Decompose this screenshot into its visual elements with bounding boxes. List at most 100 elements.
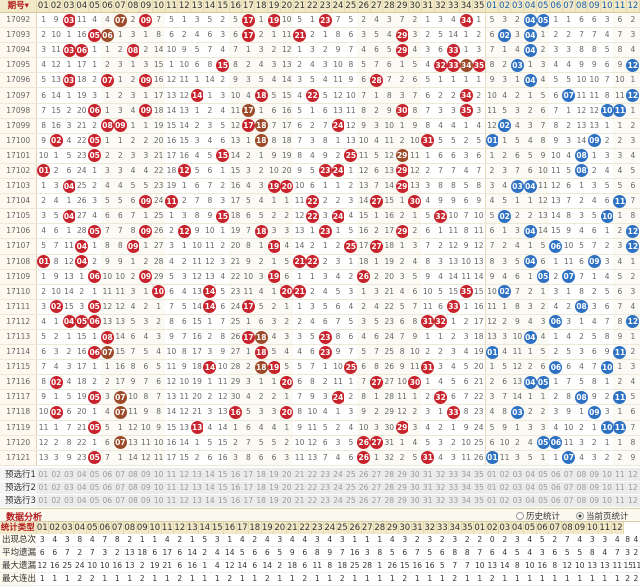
- predict-cell[interactable]: 16: [229, 481, 242, 495]
- predict-row[interactable]: 预选行3 01 02 03 04 05 06 07 08 09 10 11 12 13 14 15 16 17 18…: [0, 494, 640, 508]
- predict-cell[interactable]: 28: [382, 481, 396, 495]
- predict-cell[interactable]: 30: [408, 481, 422, 495]
- predict-cell[interactable]: 30: [408, 468, 422, 482]
- predict-cell[interactable]: 09: [139, 494, 153, 508]
- predict-cell[interactable]: 10: [600, 481, 614, 495]
- predict-cell[interactable]: 08: [126, 481, 140, 495]
- history-stats-option[interactable]: 历史统计: [516, 510, 560, 522]
- predict-cell[interactable]: 04: [523, 494, 537, 508]
- predict-cell[interactable]: 06: [100, 468, 114, 482]
- predict-cell[interactable]: 06: [549, 468, 563, 482]
- predict-cell[interactable]: 12: [626, 494, 640, 508]
- predict-cell[interactable]: 28: [382, 468, 396, 482]
- predict-cell[interactable]: 01: [36, 468, 50, 482]
- predict-cell[interactable]: 07: [113, 468, 127, 482]
- predict-cell[interactable]: 09: [139, 468, 153, 482]
- predict-cell[interactable]: 23: [318, 494, 332, 508]
- predict-cell[interactable]: 31: [421, 468, 435, 482]
- predict-cell[interactable]: 12: [626, 481, 640, 495]
- predict-cell[interactable]: 22: [305, 481, 319, 495]
- predict-cell[interactable]: 35: [472, 468, 486, 482]
- predict-cell[interactable]: 15: [216, 494, 230, 508]
- predict-cell[interactable]: 29: [395, 494, 409, 508]
- predict-cell[interactable]: 03: [62, 494, 76, 508]
- predict-cell[interactable]: 24: [331, 481, 345, 495]
- issue-header[interactable]: 期号▾: [0, 0, 38, 13]
- predict-cell[interactable]: 05: [536, 494, 550, 508]
- predict-cell[interactable]: 11: [165, 494, 178, 508]
- radio-selected-icon[interactable]: [576, 511, 584, 520]
- predict-cell[interactable]: 10: [152, 494, 166, 508]
- predict-cell[interactable]: 31: [421, 481, 435, 495]
- predict-cell[interactable]: 08: [575, 481, 588, 495]
- predict-cell[interactable]: 12: [177, 481, 191, 495]
- predict-cell[interactable]: 13: [190, 468, 204, 482]
- predict-cell[interactable]: 24: [331, 468, 345, 482]
- predict-cell[interactable]: 20: [280, 468, 294, 482]
- predict-cell[interactable]: 01: [485, 481, 499, 495]
- predict-cell[interactable]: 18: [254, 494, 268, 508]
- predict-cell[interactable]: 06: [100, 494, 114, 508]
- predict-cell[interactable]: 12: [626, 468, 640, 482]
- predict-cell[interactable]: 11: [165, 468, 178, 482]
- predict-cell[interactable]: 15: [216, 481, 230, 495]
- predict-cell[interactable]: 04: [523, 468, 537, 482]
- predict-cell[interactable]: 18: [254, 468, 268, 482]
- predict-cell[interactable]: 06: [100, 481, 114, 495]
- predict-cell[interactable]: 21: [293, 494, 306, 508]
- predict-cell[interactable]: 17: [241, 481, 255, 495]
- predict-cell[interactable]: 11: [165, 481, 178, 495]
- predict-cell[interactable]: 20: [280, 481, 294, 495]
- predict-cell[interactable]: 12: [177, 468, 191, 482]
- predict-cell[interactable]: 12: [177, 494, 191, 508]
- predict-cell[interactable]: 04: [75, 468, 89, 482]
- predict-cell[interactable]: 13: [190, 494, 204, 508]
- predict-cell[interactable]: 30: [408, 494, 422, 508]
- predict-cell[interactable]: 05: [88, 468, 101, 482]
- predict-cell[interactable]: 24: [331, 494, 345, 508]
- predict-cell[interactable]: 18: [254, 481, 268, 495]
- predict-cell[interactable]: 07: [562, 468, 576, 482]
- predict-cell[interactable]: 19: [267, 468, 281, 482]
- predict-cell[interactable]: 10: [152, 468, 166, 482]
- predict-cell[interactable]: 01: [485, 468, 499, 482]
- predict-cell[interactable]: 03: [510, 481, 524, 495]
- predict-cell[interactable]: 19: [267, 494, 281, 508]
- predict-cell[interactable]: 03: [510, 494, 524, 508]
- predict-cell[interactable]: 09: [587, 481, 601, 495]
- predict-cell[interactable]: 02: [498, 468, 511, 482]
- predict-cell[interactable]: 07: [562, 481, 576, 495]
- predict-row[interactable]: 预选行1 01 02 03 04 05 06 07 08 09 10 11 12 13 14 15 16 17 18…: [0, 468, 640, 482]
- predict-cell[interactable]: 32: [434, 468, 447, 482]
- predict-cell[interactable]: 28: [382, 494, 396, 508]
- predict-cell[interactable]: 33: [446, 468, 460, 482]
- predict-cell[interactable]: 34: [459, 481, 473, 495]
- predict-cell[interactable]: 35: [472, 481, 486, 495]
- predict-cell[interactable]: 19: [267, 481, 281, 495]
- predict-cell[interactable]: 25: [344, 468, 358, 482]
- predict-cell[interactable]: 33: [446, 481, 460, 495]
- predict-cell[interactable]: 27: [370, 494, 383, 508]
- predict-cell[interactable]: 07: [562, 494, 576, 508]
- predict-cell[interactable]: 08: [575, 494, 588, 508]
- predict-cell[interactable]: 05: [88, 494, 101, 508]
- predict-cell[interactable]: 23: [318, 481, 332, 495]
- predict-cell[interactable]: 34: [459, 494, 473, 508]
- predict-cell[interactable]: 34: [459, 468, 473, 482]
- predict-cell[interactable]: 08: [126, 494, 140, 508]
- predict-cell[interactable]: 03: [510, 468, 524, 482]
- predict-cell[interactable]: 26: [357, 494, 371, 508]
- predict-cell[interactable]: 35: [472, 494, 486, 508]
- predict-cell[interactable]: 11: [613, 468, 627, 482]
- predict-row[interactable]: 预选行2 01 02 03 04 05 06 07 08 09 10 11 12 13 14 15 16 17 18…: [0, 481, 640, 495]
- predict-cell[interactable]: 20: [280, 494, 294, 508]
- predict-cell[interactable]: 07: [113, 494, 127, 508]
- predict-cell[interactable]: 01: [485, 494, 499, 508]
- predict-cell[interactable]: 14: [203, 481, 217, 495]
- predict-cell[interactable]: 27: [370, 481, 383, 495]
- predict-cell[interactable]: 05: [536, 468, 550, 482]
- predict-cell[interactable]: 29: [395, 468, 409, 482]
- predict-cell[interactable]: 09: [587, 468, 601, 482]
- predict-cell[interactable]: 26: [357, 468, 371, 482]
- predict-cell[interactable]: 06: [549, 481, 563, 495]
